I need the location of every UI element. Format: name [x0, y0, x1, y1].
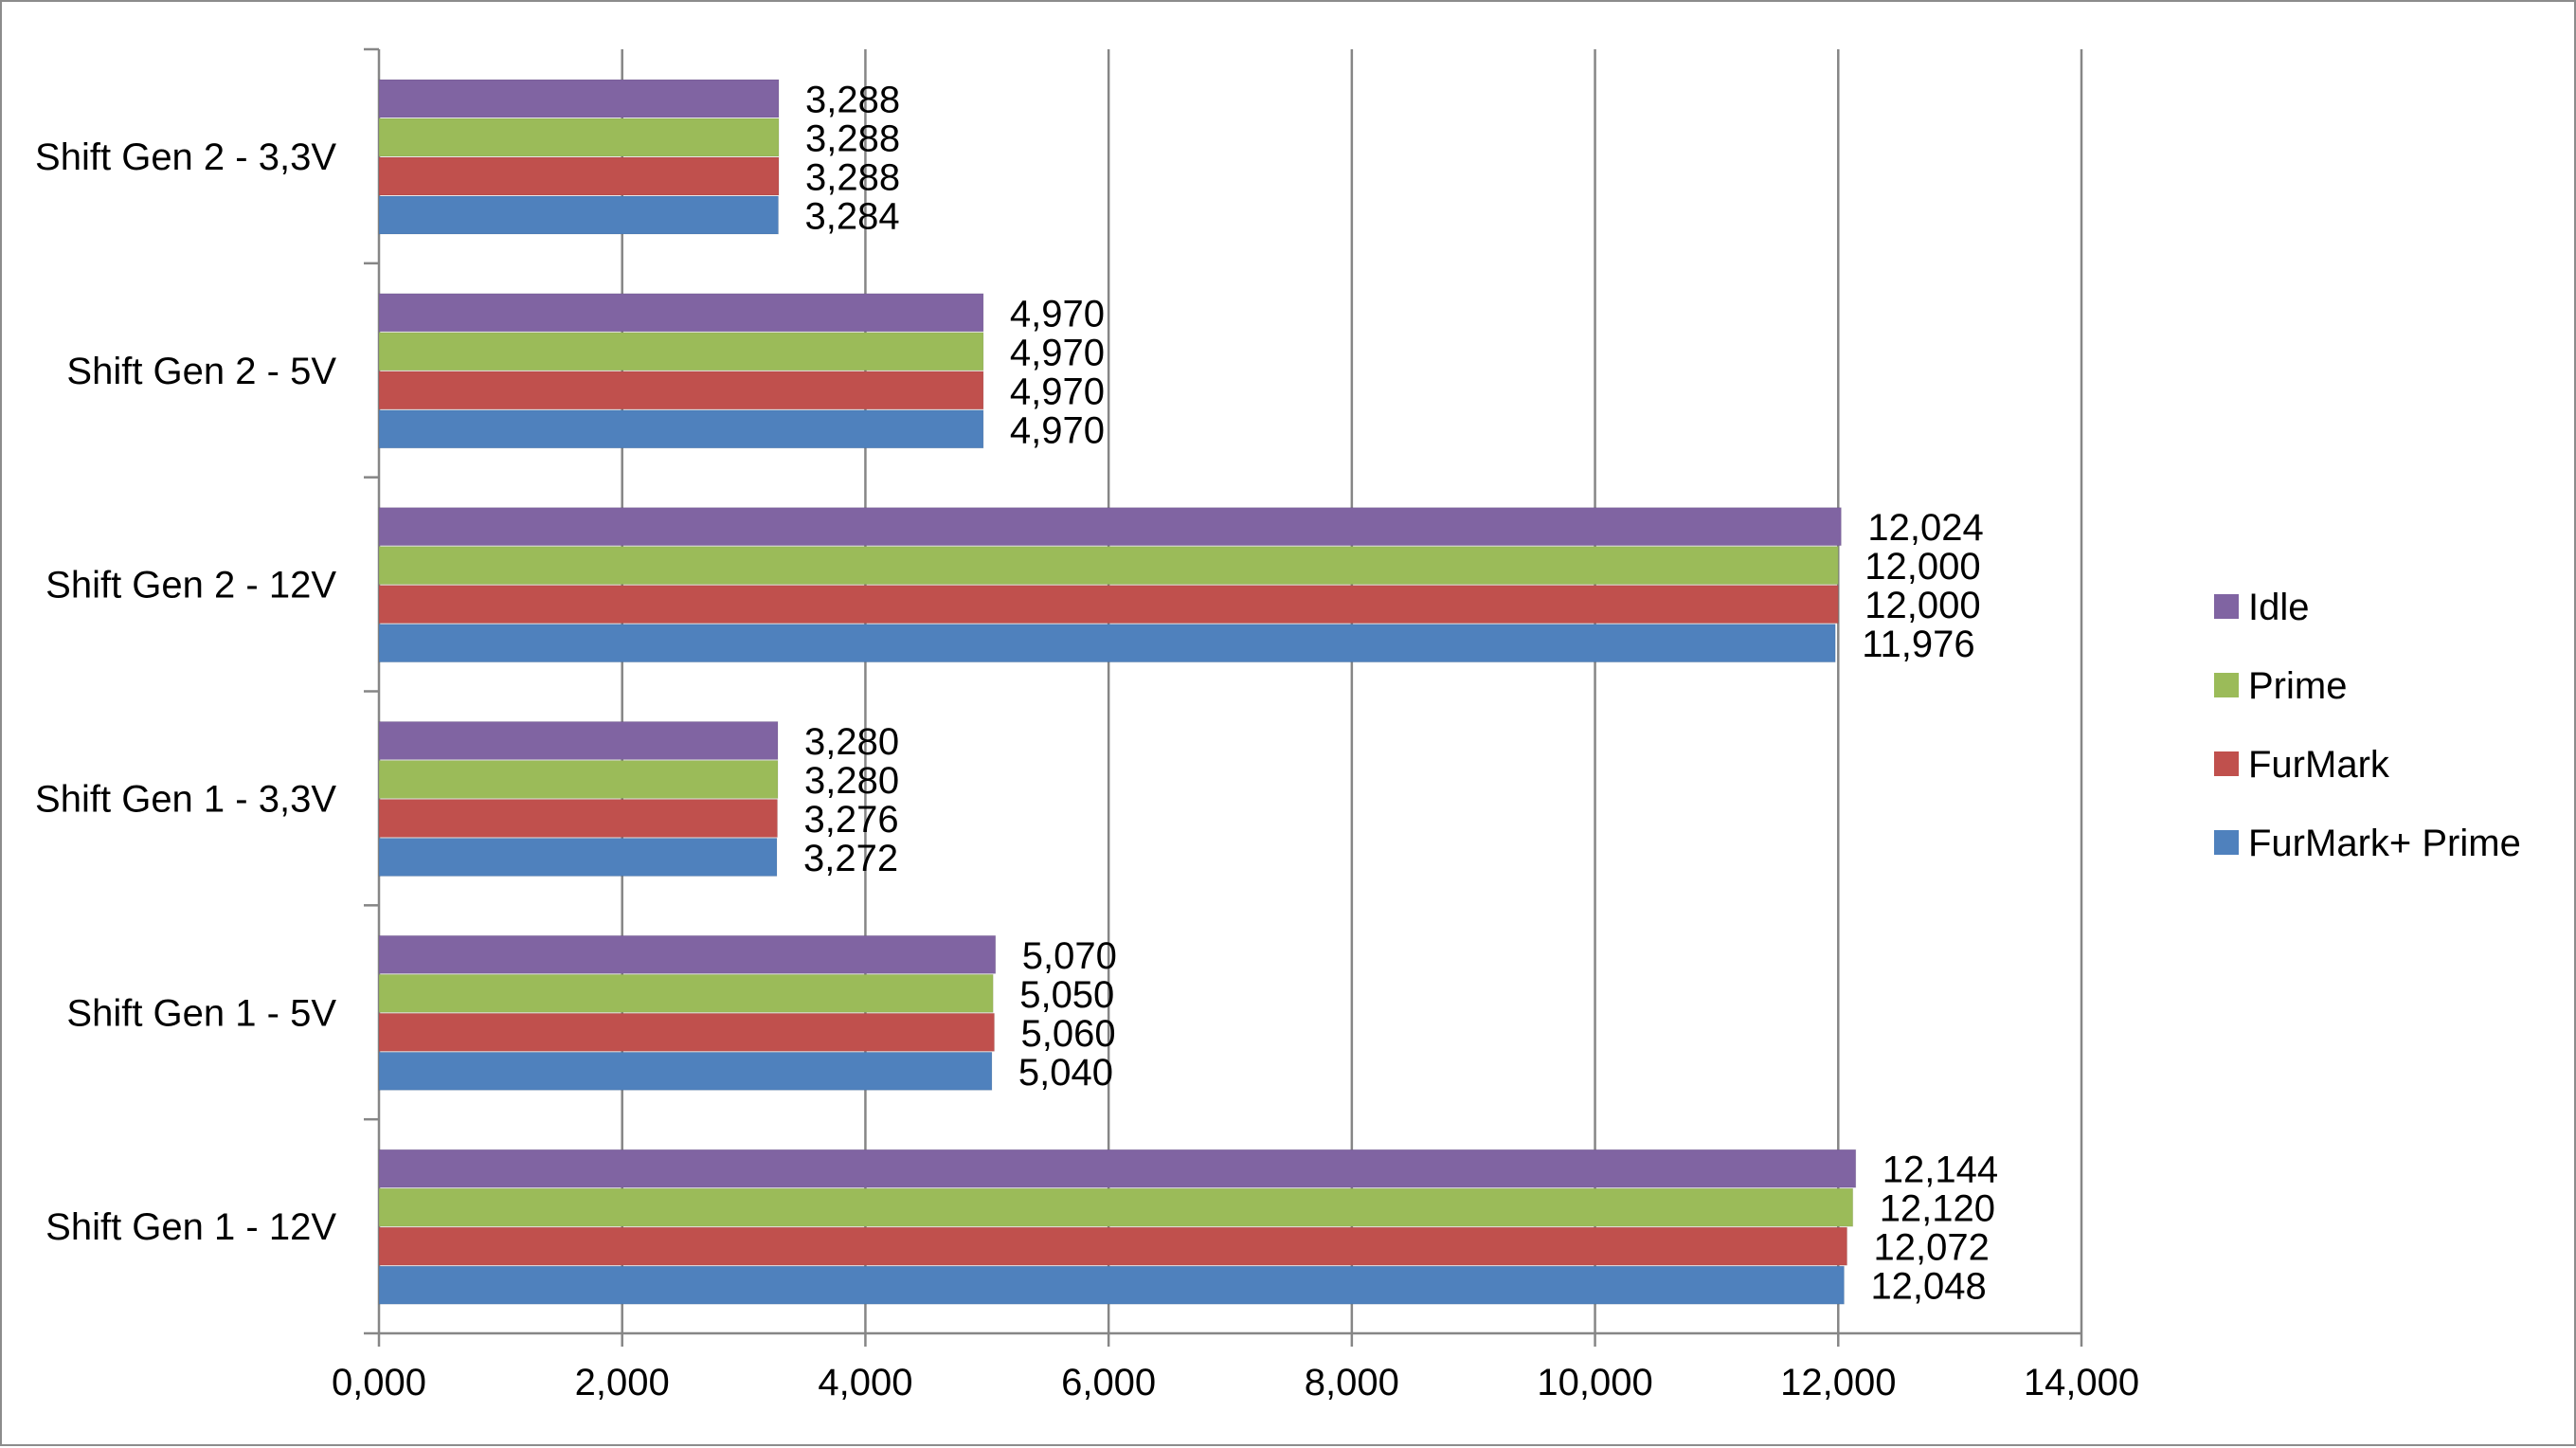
bar: [378, 507, 1842, 547]
bar: [378, 79, 780, 118]
x-tick-label: 2,000: [575, 1362, 670, 1403]
category-label: Shift Gen 2 - 5V: [66, 351, 336, 392]
data-label: 3,280: [804, 760, 899, 802]
legend-label: FurMark+ Prime: [2248, 823, 2521, 864]
data-label: 4,970: [1010, 409, 1105, 451]
legend-label: FurMark: [2248, 744, 2390, 786]
legend-swatch: [2214, 751, 2239, 776]
data-label: 3,276: [803, 799, 898, 841]
data-label: 3,284: [805, 196, 900, 238]
data-label: 3,272: [803, 838, 898, 879]
data-label: 3,280: [804, 721, 899, 763]
data-label: 4,970: [1010, 371, 1105, 412]
bar: [378, 838, 778, 877]
legend-swatch: [2214, 673, 2239, 697]
legend-swatch: [2214, 594, 2239, 619]
category-label: Shift Gen 1 - 12V: [45, 1206, 336, 1248]
data-label: 12,000: [1864, 585, 1980, 626]
bar: [378, 973, 994, 1013]
data-label: 3,288: [805, 80, 900, 121]
bar: [378, 624, 1836, 663]
data-label: 3,288: [805, 118, 900, 160]
data-label: 5,060: [1020, 1013, 1115, 1055]
bar: [378, 409, 984, 449]
data-label: 4,970: [1010, 293, 1105, 335]
legend-swatch: [2214, 830, 2239, 855]
bar: [378, 1226, 1848, 1266]
bar: [378, 118, 780, 157]
legend-label: Prime: [2248, 665, 2347, 707]
legend-label: Idle: [2248, 587, 2310, 628]
x-tick-label: 14,000: [2024, 1362, 2139, 1403]
data-label: 5,050: [1019, 974, 1114, 1016]
data-label: 12,048: [1870, 1266, 1986, 1308]
bar: [378, 1187, 1854, 1227]
data-label: 4,970: [1010, 332, 1105, 373]
bar: [378, 293, 984, 333]
x-tick-label: 8,000: [1305, 1362, 1399, 1403]
data-label: 12,024: [1867, 507, 1983, 549]
bar: [378, 1265, 1845, 1305]
bar: [378, 760, 779, 799]
category-label: Shift Gen 1 - 5V: [66, 992, 336, 1034]
category-label: Shift Gen 2 - 12V: [45, 565, 336, 606]
data-label: 12,000: [1864, 546, 1980, 588]
bar: [378, 546, 1839, 586]
data-label: 3,288: [805, 157, 900, 199]
x-tick-label: 0,000: [332, 1362, 426, 1403]
bar: [378, 934, 997, 974]
bar: [378, 1012, 995, 1052]
x-tick-label: 12,000: [1780, 1362, 1896, 1403]
data-label: 5,070: [1022, 935, 1117, 977]
data-label: 5,040: [1018, 1052, 1113, 1094]
data-label: 12,120: [1880, 1188, 1995, 1230]
bar: [378, 721, 779, 760]
x-tick-label: 4,000: [818, 1362, 912, 1403]
data-label: 12,144: [1882, 1149, 1998, 1191]
bar: [378, 195, 780, 235]
bar: [378, 156, 780, 196]
category-label: Shift Gen 1 - 3,3V: [35, 778, 336, 820]
bar: [378, 585, 1839, 624]
bar: [378, 1149, 1857, 1188]
bar: [378, 332, 984, 371]
category-label: Shift Gen 2 - 3,3V: [35, 136, 336, 178]
x-tick-label: 10,000: [1537, 1362, 1652, 1403]
data-label: 12,072: [1874, 1227, 1990, 1269]
data-label: 11,976: [1862, 624, 1974, 665]
bar: [378, 799, 778, 838]
x-tick-label: 6,000: [1061, 1362, 1156, 1403]
bar: [378, 1051, 993, 1091]
bar: [378, 371, 984, 410]
